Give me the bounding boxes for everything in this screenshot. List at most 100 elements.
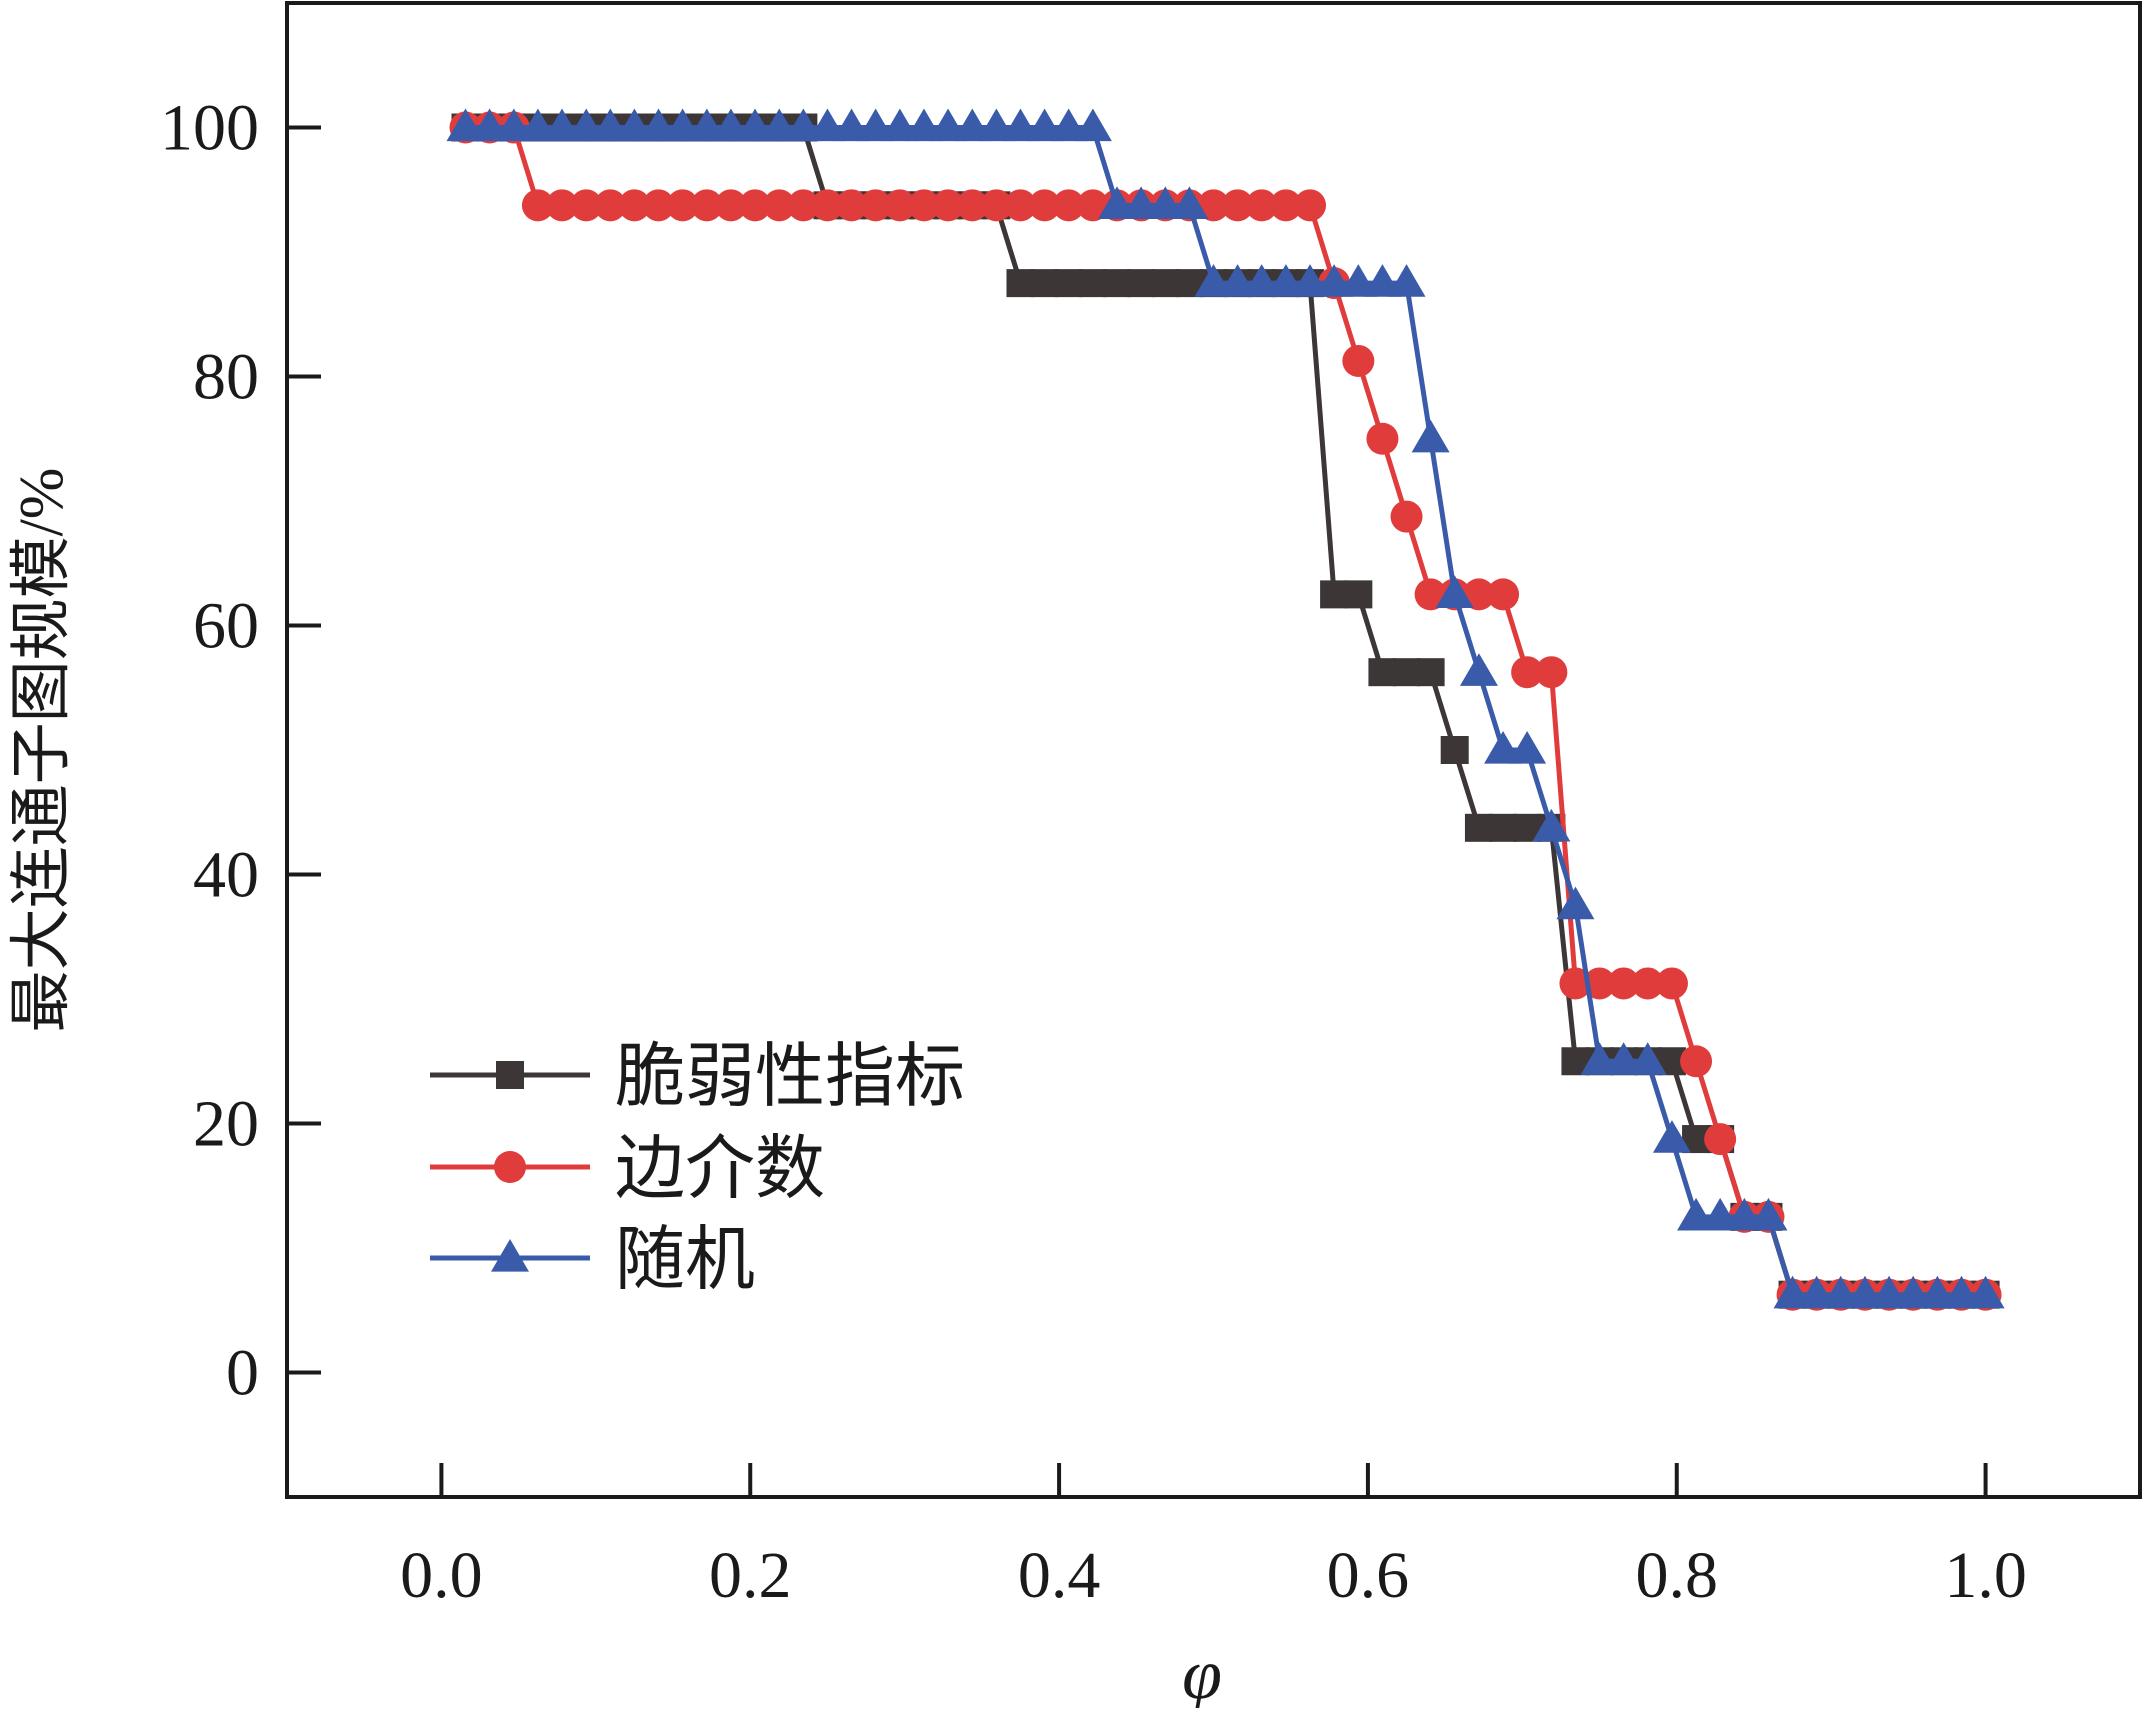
series-3 (446, 108, 2005, 1309)
legend-item: 脆弱性指标 (430, 1039, 965, 1116)
series-line (465, 125, 1986, 1298)
data-point (1556, 886, 1595, 920)
data-point (1942, 1275, 1981, 1309)
data-point (1221, 189, 1254, 222)
data-point (1127, 269, 1156, 298)
data-point (1392, 658, 1421, 687)
data-point (1294, 189, 1327, 222)
data-point (1218, 264, 1257, 297)
data-point (1269, 189, 1302, 222)
data-point (1411, 419, 1450, 453)
data-point (1508, 731, 1547, 764)
data-point (1194, 264, 1233, 297)
y-tick-label: 80 (193, 341, 259, 414)
legend-label: 边介数 (615, 1131, 825, 1208)
data-point (1511, 656, 1544, 689)
data-point (690, 189, 723, 222)
data-point (1339, 264, 1378, 297)
data-point (1894, 1275, 1933, 1309)
data-point (1440, 736, 1469, 764)
data-point (1749, 1197, 1788, 1231)
series-line (465, 125, 1986, 1298)
data-point (1414, 578, 1447, 611)
data-point (929, 108, 968, 142)
data-point (1387, 264, 1426, 297)
data-point (1607, 967, 1640, 1000)
data-point (739, 189, 772, 222)
data-point (666, 189, 699, 222)
x-tick-label: 0.2 (709, 1539, 792, 1612)
data-point (1821, 1275, 1860, 1309)
data-point (1028, 189, 1061, 222)
data-point (1535, 656, 1568, 689)
data-point (1049, 108, 1088, 142)
data-point (811, 189, 844, 222)
data-point (760, 108, 799, 142)
legend-marker (491, 1239, 529, 1272)
data-point (1078, 269, 1107, 298)
y-tick-label: 20 (193, 1088, 259, 1161)
x-axis-label: φ (1182, 1634, 1222, 1708)
data-point (470, 108, 509, 142)
data-point (711, 108, 750, 142)
data-point (642, 189, 675, 222)
data-point (1344, 580, 1373, 609)
data-point (494, 108, 533, 142)
data-point (1242, 264, 1281, 297)
data-point (883, 189, 916, 222)
legend-marker (496, 1061, 524, 1089)
legend-item: 随机 (430, 1222, 755, 1299)
y-axis-label: 最大连通子图规模/% (8, 468, 76, 1033)
data-point (1315, 264, 1354, 297)
data-point (1966, 1275, 2005, 1309)
data-point (518, 108, 557, 142)
data-point (880, 108, 919, 142)
data-point (932, 189, 965, 222)
data-point (835, 189, 868, 222)
data-point (639, 108, 678, 142)
data-point (1342, 344, 1375, 377)
data-point (663, 108, 702, 142)
data-point (1652, 1120, 1691, 1153)
legend-marker (494, 1151, 526, 1183)
y-tick-label: 0 (226, 1337, 259, 1410)
data-point (956, 189, 989, 222)
data-point (736, 108, 775, 142)
data-point (1122, 186, 1161, 219)
data-point (1320, 580, 1349, 609)
data-point (1151, 269, 1180, 298)
data-point (1725, 1197, 1764, 1231)
data-point (1435, 575, 1474, 609)
data-point (1677, 1197, 1716, 1231)
series-line (465, 125, 1986, 1298)
legend-item: 边介数 (430, 1131, 825, 1208)
data-point (567, 108, 606, 142)
data-point (1489, 813, 1518, 842)
data-point (1583, 967, 1616, 1000)
x-axis: 0.0 0.2 0.4 0.6 0.8 1.0 (400, 1463, 2027, 1612)
data-point (1462, 578, 1495, 611)
data-point (1025, 108, 1064, 142)
y-tick-label: 60 (193, 590, 259, 663)
data-point (594, 189, 627, 222)
data-point (980, 189, 1013, 222)
data-point (1532, 808, 1571, 842)
data-point (1701, 1197, 1740, 1231)
data-point (1266, 264, 1305, 297)
data-point (446, 108, 485, 142)
y-tick-label: 40 (193, 839, 259, 912)
data-point (1001, 108, 1040, 142)
data-point (1631, 967, 1664, 1000)
data-point (570, 189, 603, 222)
data-point (1580, 1042, 1619, 1075)
data-point (1030, 269, 1059, 298)
data-point (856, 108, 895, 142)
data-point (832, 108, 871, 142)
data-point (1464, 813, 1493, 842)
data-point (977, 108, 1016, 142)
data-point (687, 108, 726, 142)
data-point (1870, 1275, 1909, 1309)
x-tick-label: 0.6 (1327, 1539, 1410, 1612)
data-point (1073, 108, 1112, 142)
data-point (787, 189, 820, 222)
